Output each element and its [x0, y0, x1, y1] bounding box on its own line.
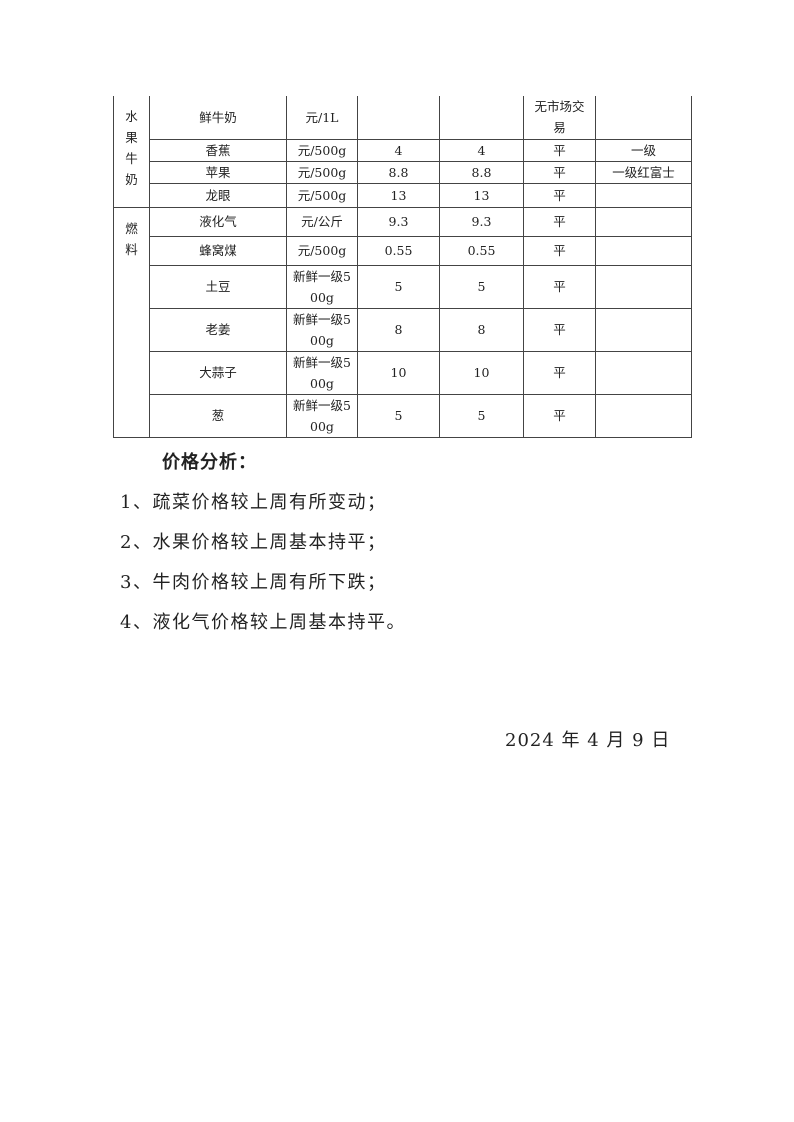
prev-cell: 10: [357, 350, 440, 395]
unit-cell: 新鲜一级500g: [286, 350, 358, 395]
analysis-item: 4、液化气价格较上周基本持平。: [120, 612, 406, 633]
note-cell: [595, 206, 692, 237]
category-cell: 水果牛奶: [113, 96, 150, 208]
curr-cell: 13: [439, 182, 524, 208]
note-cell: [595, 96, 692, 140]
table-row: 水果牛奶 鲜牛奶 元/1L 无市场交易: [113, 96, 692, 208]
table-row: 香蕉 元/500g 4 4 平一级: [114, 138, 692, 162]
trend-cell: 平: [523, 206, 596, 237]
unit-cell: 元/1L: [286, 96, 358, 140]
note-cell: [595, 182, 692, 208]
prev-cell: 5: [357, 393, 440, 438]
item-cell: 龙眼: [149, 182, 287, 208]
curr-cell: [439, 96, 524, 140]
unit-cell: 元/500g: [286, 235, 358, 266]
category-cell: 燃料: [113, 206, 150, 438]
unit-cell: 新鲜一级500g: [286, 393, 358, 438]
curr-cell: 10: [439, 350, 524, 395]
curr-cell: 4: [439, 138, 524, 162]
trend-cell: 无市场交易: [523, 96, 596, 140]
item-cell: 葱: [149, 393, 287, 438]
curr-cell: 5: [439, 264, 524, 309]
unit-cell: 元/500g: [286, 138, 358, 162]
curr-cell: 9.3: [439, 206, 524, 237]
unit-cell: 新鲜一级500g: [286, 307, 358, 352]
item-cell: 大蒜子: [149, 350, 287, 395]
trend-cell: 平: [523, 264, 596, 309]
price-table: 水果牛奶 鲜牛奶 元/1L 无市场交易 香蕉 元/500g 4 4 平一级 苹果 元/500g 8.8…: [113, 96, 692, 438]
curr-cell: 8.8: [439, 160, 524, 184]
trend-cell: 平: [523, 160, 596, 184]
prev-cell: 13: [357, 182, 440, 208]
item-cell: 苹果: [149, 160, 287, 184]
trend-cell: 平: [523, 235, 596, 266]
table-row: 葱新鲜一级500g 5 5 平: [114, 393, 692, 438]
unit-cell: 元/500g: [286, 160, 358, 184]
table-row: 燃料 液化气 元/公斤 9.3 9.3 平: [113, 206, 692, 438]
prev-cell: 8: [357, 307, 440, 352]
prev-cell: 5: [357, 264, 440, 309]
table-row: 苹果 元/500g 8.8 8.8 平一级红富士: [114, 160, 692, 184]
note-cell: [595, 264, 692, 309]
table-row: 土豆 新鲜一级500g 5 5 平: [114, 264, 692, 309]
note-cell: 一级: [595, 138, 692, 162]
analysis-item: 2、水果价格较上周基本持平；: [120, 532, 387, 553]
table-row: 大蒜子 新鲜一级500g 10 10 平: [114, 350, 692, 395]
prev-cell: 9.3: [357, 206, 440, 237]
report-date: 2024 年 4 月 9 日: [505, 730, 671, 751]
trend-cell: 平: [523, 350, 596, 395]
curr-cell: 8: [439, 307, 524, 352]
trend-cell: 平: [523, 182, 596, 208]
item-cell: 香蕉: [149, 138, 287, 162]
trend-cell: 平: [523, 138, 596, 162]
prev-cell: [357, 96, 440, 140]
curr-cell: 5: [439, 393, 524, 438]
item-cell: 老姜: [149, 307, 287, 352]
analysis-item: 3、牛肉价格较上周有所下跌；: [120, 572, 387, 593]
analysis-title: 价格分析：: [162, 452, 257, 473]
analysis-item: 1、疏菜价格较上周有所变动；: [120, 492, 387, 513]
item-cell: 土豆: [149, 264, 287, 309]
note-cell: [595, 235, 692, 266]
item-cell: 鲜牛奶: [149, 96, 287, 140]
note-cell: [595, 307, 692, 352]
unit-cell: 元/500g: [286, 182, 358, 208]
category-label: 燃料: [125, 220, 138, 257]
table-row: 蜂窝煤 元/500g 0.55 0.55 平: [114, 235, 692, 266]
note-cell: [595, 350, 692, 395]
prev-cell: 4: [357, 138, 440, 162]
note-cell: [595, 393, 692, 438]
item-cell: 液化气: [149, 206, 287, 237]
item-cell: 蜂窝煤: [149, 235, 287, 266]
trend-cell: 平: [523, 307, 596, 352]
unit-cell: 元/公斤: [286, 206, 358, 237]
category-label: 水果牛奶: [125, 109, 138, 187]
table-row: 老姜 新鲜一级500g 8 8 平: [114, 307, 692, 352]
prev-cell: 0.55: [357, 235, 440, 266]
prev-cell: 8.8: [357, 160, 440, 184]
trend-cell: 平: [523, 393, 596, 438]
curr-cell: 0.55: [439, 235, 524, 266]
note-cell: 一级红富士: [595, 160, 692, 184]
table-row: 龙眼 元/500g 13 13 平: [114, 182, 692, 208]
unit-cell: 新鲜一级500g: [286, 264, 358, 309]
